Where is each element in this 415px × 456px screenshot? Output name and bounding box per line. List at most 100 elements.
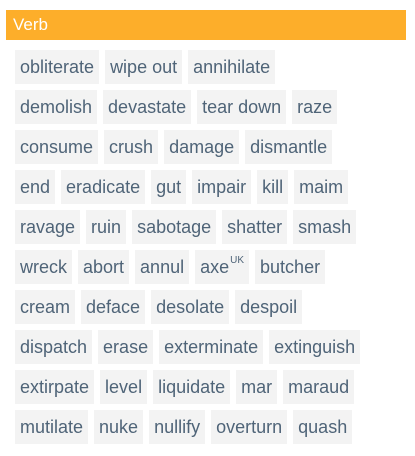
synonym-chip[interactable]: kill <box>257 170 289 204</box>
synonym-row: extirpate level liquidate mar maraud <box>15 370 406 404</box>
synonym-chip[interactable]: despoil <box>235 290 303 324</box>
synonym-word: kill <box>262 177 284 197</box>
synonym-chip[interactable]: extinguish <box>269 330 361 364</box>
synonym-word: ruin <box>91 217 122 237</box>
synonym-word: shatter <box>227 217 283 237</box>
synonym-word: desolate <box>156 297 225 317</box>
synonym-chip[interactable]: annihilate <box>188 50 276 84</box>
synonym-word: overturn <box>216 417 283 437</box>
synonym-word: abort <box>83 257 125 277</box>
synonym-word: annul <box>140 257 185 277</box>
synonym-chip[interactable]: ravage <box>15 210 81 244</box>
synonym-row: end eradicate gut impair kill maim <box>15 170 406 204</box>
synonym-word: maraud <box>288 377 350 397</box>
synonym-word: sabotage <box>137 217 212 237</box>
synonym-chip[interactable]: abort <box>78 250 130 284</box>
synonym-word: nuke <box>99 417 139 437</box>
synonym-chip[interactable]: devastate <box>103 90 192 124</box>
synonym-chip[interactable]: shatter <box>222 210 288 244</box>
synonym-word: extinguish <box>274 337 356 357</box>
synonym-chip[interactable]: mar <box>236 370 278 404</box>
synonym-word: gut <box>156 177 182 197</box>
synonym-chip[interactable]: ruin <box>86 210 127 244</box>
synonym-row: cream deface desolate despoil <box>15 290 406 324</box>
synonym-chip[interactable]: wipe out <box>105 50 183 84</box>
synonym-word: obliterate <box>20 57 95 77</box>
synonym-chip[interactable]: eradicate <box>61 170 146 204</box>
synonym-chip[interactable]: consume <box>15 130 99 164</box>
synonym-word: dispatch <box>20 337 88 357</box>
synonym-chip[interactable]: wreck <box>15 250 73 284</box>
synonym-word: erase <box>103 337 149 357</box>
synonym-word: dismantle <box>250 137 328 157</box>
synonym-chip[interactable]: exterminate <box>159 330 264 364</box>
synonym-chip[interactable]: dispatch <box>15 330 93 364</box>
synonym-chip-list: obliterate wipe out annihilate demolish deva… <box>6 50 406 444</box>
synonym-word: wreck <box>20 257 68 277</box>
synonym-word: ravage <box>20 217 76 237</box>
synonym-chip[interactable]: desolate <box>151 290 230 324</box>
synonym-chip[interactable]: crush <box>104 130 159 164</box>
synonym-word: level <box>105 377 143 397</box>
synonym-word: devastate <box>108 97 187 117</box>
synonym-chip[interactable]: end <box>15 170 56 204</box>
synonym-word: damage <box>169 137 235 157</box>
synonym-chip[interactable]: tear down <box>197 90 287 124</box>
synonym-row: consume crush damage dismantle <box>15 130 406 164</box>
synonym-chip[interactable]: dismantle <box>245 130 333 164</box>
synonym-panel: Verb obliterate wipe out annihilate demolis… <box>6 10 406 450</box>
synonym-chip[interactable]: level <box>100 370 148 404</box>
synonym-row: ravage ruin sabotage shatter smash <box>15 210 406 244</box>
synonym-chip[interactable]: impair <box>192 170 252 204</box>
synonym-word: wipe out <box>110 57 178 77</box>
synonym-word: cream <box>20 297 71 317</box>
synonym-chip[interactable]: smash <box>293 210 357 244</box>
synonym-row: demolish devastate tear down raze <box>15 90 406 124</box>
synonym-word: quash <box>298 417 348 437</box>
section-header: Verb <box>6 10 406 40</box>
synonym-word: raze <box>297 97 333 117</box>
synonym-row: obliterate wipe out annihilate <box>15 50 406 84</box>
synonym-word: mutilate <box>20 417 84 437</box>
synonym-chip[interactable]: axeUK <box>195 250 250 284</box>
synonym-word: tear down <box>202 97 282 117</box>
synonym-chip[interactable]: damage <box>164 130 240 164</box>
synonym-chip[interactable]: cream <box>15 290 76 324</box>
synonym-word: butcher <box>260 257 321 277</box>
synonym-chip[interactable]: raze <box>292 90 338 124</box>
synonym-chip[interactable]: quash <box>293 410 353 444</box>
synonym-chip[interactable]: erase <box>98 330 154 364</box>
synonym-chip[interactable]: butcher <box>255 250 326 284</box>
synonym-chip[interactable]: maim <box>294 170 349 204</box>
synonym-chip[interactable]: nullify <box>149 410 206 444</box>
synonym-chip[interactable]: deface <box>81 290 146 324</box>
synonym-word: despoil <box>240 297 298 317</box>
synonym-word: liquidate <box>158 377 226 397</box>
synonym-word: mar <box>241 377 273 397</box>
synonym-word: eradicate <box>66 177 141 197</box>
synonym-row: mutilate nuke nullify overturn quash <box>15 410 406 444</box>
section-title: Verb <box>13 15 48 34</box>
synonym-chip[interactable]: maraud <box>283 370 355 404</box>
synonym-word: annihilate <box>193 57 271 77</box>
synonym-word: maim <box>299 177 344 197</box>
synonym-word: crush <box>109 137 154 157</box>
synonym-word: extirpate <box>20 377 90 397</box>
synonym-word: nullify <box>154 417 201 437</box>
synonym-chip[interactable]: mutilate <box>15 410 89 444</box>
synonym-chip[interactable]: liquidate <box>153 370 231 404</box>
synonym-word: axe <box>200 257 230 277</box>
synonym-word: end <box>20 177 51 197</box>
synonym-word: consume <box>20 137 94 157</box>
synonym-chip[interactable]: extirpate <box>15 370 95 404</box>
synonym-chip[interactable]: annul <box>135 250 190 284</box>
synonym-chip[interactable]: gut <box>151 170 187 204</box>
synonym-chip[interactable]: nuke <box>94 410 144 444</box>
synonym-word: impair <box>197 177 247 197</box>
synonym-row: wreck abort annul axeUK butcher <box>15 250 406 284</box>
synonym-chip[interactable]: sabotage <box>132 210 217 244</box>
synonym-word: demolish <box>20 97 93 117</box>
synonym-chip[interactable]: demolish <box>15 90 98 124</box>
synonym-chip[interactable]: overturn <box>211 410 288 444</box>
synonym-chip[interactable]: obliterate <box>15 50 100 84</box>
